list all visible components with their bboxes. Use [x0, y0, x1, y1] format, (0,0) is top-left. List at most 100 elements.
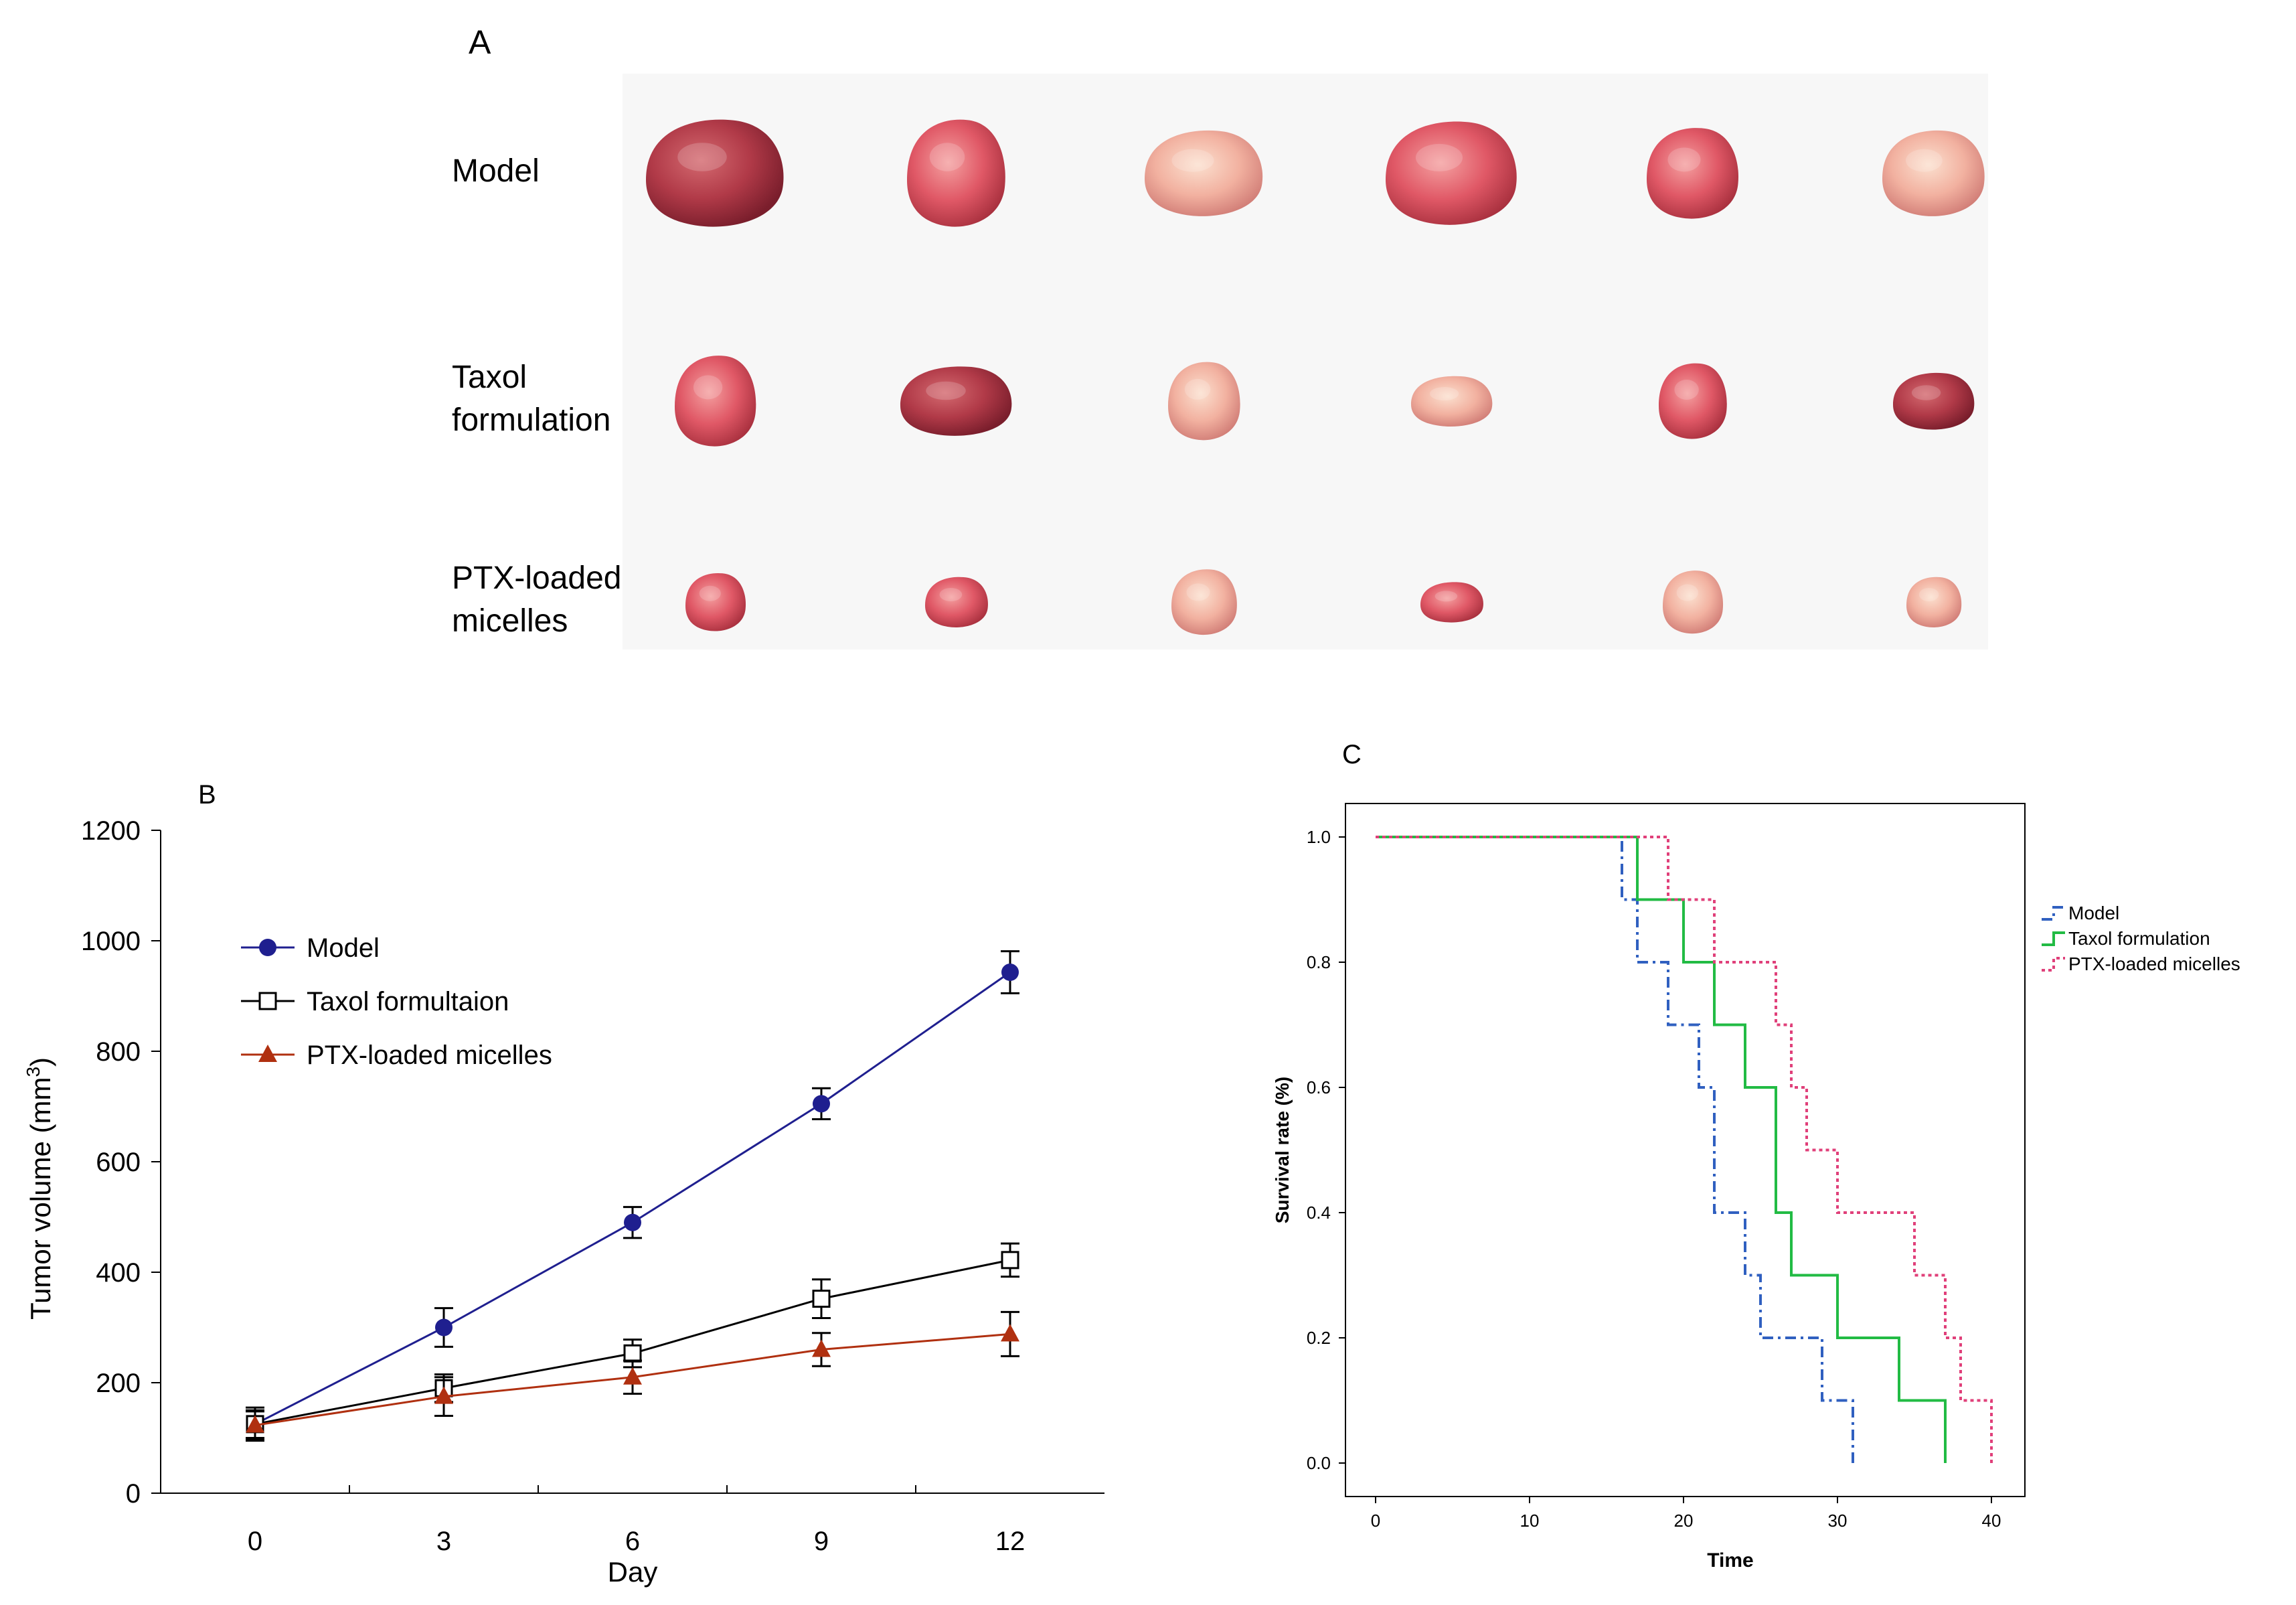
tumor-image: [646, 119, 784, 227]
tumor-highlight: [1676, 584, 1698, 601]
tumor-highlight: [1429, 387, 1459, 400]
x-tick-label: 30: [1828, 1511, 1848, 1531]
x-axis-title: Day: [608, 1556, 658, 1588]
tumor-highlight: [1434, 591, 1458, 602]
data-point: [1001, 1324, 1019, 1342]
tumor-highlight: [699, 585, 721, 601]
x-tick-label: 12: [995, 1527, 1026, 1556]
row-label: Taxol: [452, 360, 527, 395]
y-tick-label: 0.0: [1307, 1453, 1331, 1473]
data-point: [1001, 964, 1019, 982]
tumor-highlight: [1911, 385, 1941, 400]
tumor-highlight: [929, 143, 965, 171]
tumor-image: [1647, 128, 1739, 219]
tumor-image: [1659, 363, 1727, 439]
tumor-image: [1420, 582, 1483, 623]
x-tick-label: 9: [814, 1527, 829, 1556]
data-point: [258, 1045, 277, 1062]
survival-curve: [1376, 836, 1854, 1463]
x-tick-label: 0: [248, 1527, 262, 1556]
tumor-highlight: [693, 375, 723, 400]
tumor-image: [925, 577, 988, 627]
data-point: [435, 1318, 453, 1336]
x-tick-label: 10: [1520, 1511, 1540, 1531]
legend-label: PTX-loaded micelles: [307, 1041, 552, 1070]
tumor-highlight: [1171, 149, 1214, 172]
tumor-image: [1386, 121, 1517, 225]
panel-a-letter: A: [469, 23, 491, 61]
tumor-highlight: [1416, 143, 1463, 171]
x-tick-label: 3: [436, 1527, 451, 1556]
x-tick-label: 0: [1371, 1511, 1380, 1531]
y-tick-label: 1.0: [1307, 827, 1331, 847]
y-tick-label: 1000: [81, 927, 141, 956]
y-axis-title: Tumor volume (mm3): [23, 1057, 56, 1320]
tumor-highlight: [1667, 147, 1701, 172]
survival-curve: [1376, 836, 1993, 1463]
data-point: [623, 1367, 642, 1385]
tumor-image: [1893, 372, 1975, 430]
y-tick-label: 1200: [81, 816, 141, 846]
row-label: PTX-loaded: [452, 560, 621, 596]
y-tick-label: 800: [96, 1037, 141, 1067]
tumor-highlight: [1906, 149, 1943, 172]
y-tick-label: 0: [126, 1479, 141, 1509]
tumor-image: [1906, 577, 1962, 627]
row-label: formulation: [452, 402, 610, 438]
data-point: [258, 992, 277, 1010]
y-tick-label: 0.8: [1307, 952, 1331, 972]
x-tick-label: 40: [1982, 1511, 2001, 1531]
y-axis-title: Survival rate (%): [1272, 1077, 1293, 1223]
survival-curve: [1376, 836, 1947, 1463]
x-tick-label: 6: [625, 1527, 640, 1556]
y-tick-label: 400: [96, 1258, 141, 1288]
tumor-image: [907, 119, 1005, 227]
tumor-image: [1168, 362, 1240, 441]
data-point: [434, 1386, 453, 1404]
tumor-image: [1663, 570, 1724, 634]
tumor-highlight: [677, 143, 727, 171]
tumor-highlight: [926, 381, 966, 400]
y-tick-label: 600: [96, 1148, 141, 1177]
row-label: micelles: [452, 603, 568, 639]
tumor-image: [900, 366, 1012, 436]
tumor-highlight: [1674, 380, 1699, 400]
tumor-image: [1171, 569, 1237, 635]
tumor-image: [1882, 130, 1985, 216]
legend-swatch: [2042, 957, 2065, 972]
legend-label: PTX-loaded micelles: [2068, 953, 2240, 974]
tumor-highlight: [1184, 378, 1211, 400]
data-point: [1001, 1251, 1019, 1270]
legend-label: Model: [2068, 903, 2119, 923]
data-point: [246, 1415, 264, 1433]
row-label: Model: [452, 153, 540, 189]
tumor-image: [1145, 130, 1263, 216]
y-tick-label: 0.6: [1307, 1077, 1331, 1097]
tumor-highlight: [1186, 583, 1210, 601]
tumor-photo-background: [623, 74, 1988, 649]
legend-label: Taxol formulation: [2068, 928, 2210, 949]
data-point: [259, 939, 276, 956]
panel-b-letter: B: [198, 780, 216, 810]
x-axis-title: Time: [1707, 1549, 1753, 1572]
tumor-highlight: [939, 588, 963, 601]
x-tick-label: 20: [1674, 1511, 1694, 1531]
y-tick-label: 200: [96, 1369, 141, 1398]
tumor-highlight: [1918, 588, 1939, 601]
data-point: [624, 1213, 641, 1231]
legend-swatch: [2042, 931, 2065, 946]
legend-swatch: [2042, 906, 2065, 921]
data-point: [813, 1095, 830, 1113]
tumor-image: [685, 572, 746, 631]
y-tick-label: 0.4: [1307, 1203, 1331, 1223]
plot-frame: [1345, 803, 2026, 1497]
data-point: [812, 1290, 831, 1308]
legend-label: Taxol formultaion: [307, 987, 509, 1016]
tumor-image: [675, 356, 756, 447]
panel-c-letter: C: [1342, 740, 1362, 769]
tumor-image: [1411, 376, 1493, 427]
legend-label: Model: [307, 933, 380, 963]
data-point: [623, 1344, 642, 1363]
y-tick-label: 0.2: [1307, 1328, 1331, 1348]
